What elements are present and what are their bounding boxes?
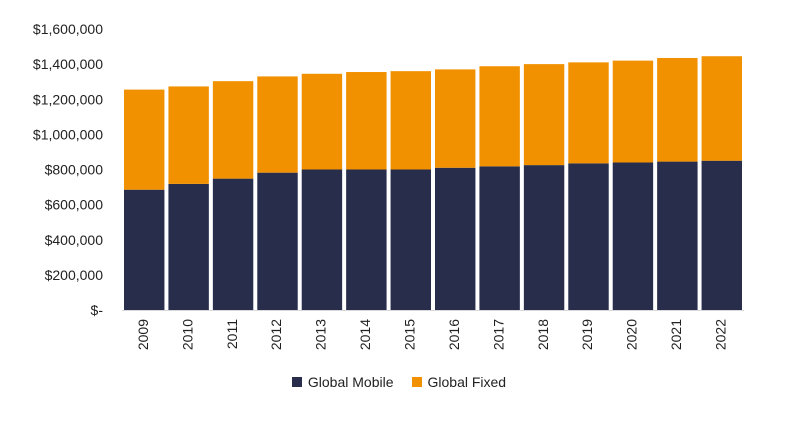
stacked-bar-chart: $- $200,000 $400,000 $600,000 $800,000 $1,000…	[33, 21, 744, 350]
bar-global-mobile	[301, 169, 343, 310]
bar-global-fixed	[346, 72, 387, 170]
y-tick-label: $1,200,000	[33, 91, 103, 107]
legend-label-fixed: Global Fixed	[427, 374, 507, 390]
x-tick-label: 2010	[179, 319, 195, 350]
bar-global-mobile	[390, 169, 431, 310]
x-tick-label: 2012	[268, 319, 284, 350]
bar-global-mobile	[479, 166, 520, 310]
bar-global-fixed	[657, 57, 698, 162]
y-tick-label: $400,000	[45, 232, 104, 248]
legend: Global Mobile Global Fixed	[0, 374, 798, 390]
bar-global-mobile	[124, 189, 165, 310]
bar-global-fixed	[257, 76, 298, 173]
y-tick-label: $800,000	[45, 162, 104, 178]
bar-global-mobile	[212, 178, 254, 310]
legend-swatch-mobile	[291, 377, 302, 387]
bar-global-fixed	[390, 71, 431, 170]
bar-global-fixed	[212, 81, 254, 179]
bar-global-fixed	[612, 60, 654, 163]
bar-global-mobile	[657, 161, 698, 310]
x-tick-label: 2011	[224, 319, 240, 349]
bar-global-fixed	[168, 86, 209, 184]
x-tick-label: 2019	[579, 319, 595, 350]
bar-global-mobile	[612, 162, 654, 310]
legend-swatch-fixed	[411, 377, 422, 387]
bar-global-fixed	[479, 66, 520, 167]
bar-global-mobile	[435, 167, 476, 310]
bar-global-mobile	[346, 169, 387, 310]
x-tick-label: 2017	[490, 319, 506, 350]
y-tick-label: $1,600,000	[33, 21, 103, 37]
bar-global-fixed	[701, 56, 742, 161]
x-tick-label: 2021	[668, 319, 684, 350]
x-tick-label: 2022	[712, 319, 728, 350]
bar-global-mobile	[257, 172, 298, 310]
x-tick-label: 2015	[401, 319, 417, 350]
bar-global-fixed	[568, 62, 609, 164]
bar-global-mobile	[568, 163, 609, 310]
bar-global-fixed	[124, 89, 165, 190]
y-tick-label: $1,400,000	[33, 56, 103, 72]
bar-global-mobile	[523, 165, 565, 310]
legend-label-mobile: Global Mobile	[307, 374, 394, 390]
bar-global-mobile	[701, 160, 742, 310]
x-tick-label: 2016	[446, 319, 462, 350]
x-tick-label: 2013	[313, 319, 329, 350]
y-tick-label: $600,000	[45, 197, 104, 213]
x-tick-label: 2014	[357, 319, 373, 350]
legend-item-fixed: Global Fixed	[411, 374, 507, 390]
y-tick-label: $-	[91, 302, 104, 318]
x-tick-label: 2009	[135, 319, 151, 350]
y-tick-label: $1,000,000	[33, 126, 103, 142]
bar-global-mobile	[168, 183, 209, 310]
legend-item-mobile: Global Mobile	[291, 374, 394, 390]
bar-global-fixed	[523, 64, 565, 166]
bar-global-fixed	[301, 73, 343, 170]
x-tick-label: 2020	[624, 319, 640, 350]
bar-global-fixed	[435, 69, 476, 168]
y-tick-label: $200,000	[45, 267, 104, 283]
x-tick-label: 2018	[535, 319, 551, 350]
